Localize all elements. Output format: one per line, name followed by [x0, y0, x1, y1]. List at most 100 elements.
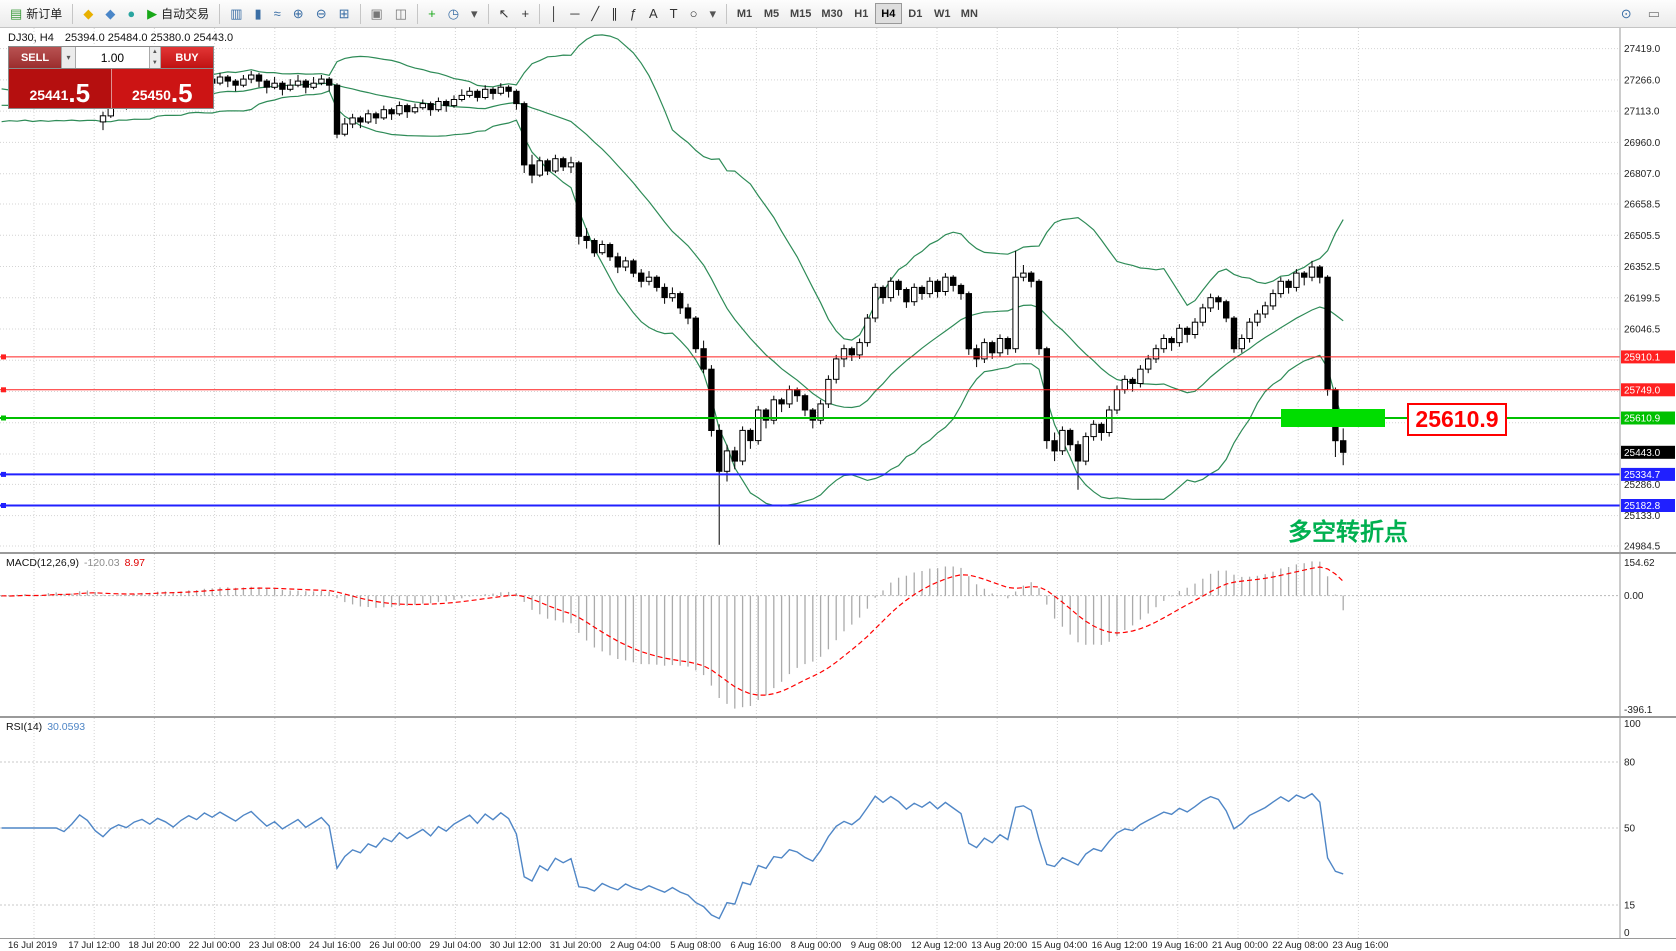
zoom-out-button[interactable]: ⊖ — [310, 2, 333, 25]
vertical-line-button[interactable]: │ — [544, 2, 564, 25]
data-window-icon: ◆ — [105, 6, 116, 21]
x-axis-label: 15 Aug 04:00 — [1031, 940, 1088, 951]
timeframe-mn-button[interactable]: MN — [956, 3, 983, 24]
bar-chart-icon: ▥ — [230, 6, 243, 21]
level-handle[interactable] — [1, 354, 6, 360]
buy-button[interactable]: BUY — [161, 47, 213, 68]
buy-price-main: 25450 — [131, 86, 171, 103]
macd-canvas[interactable]: 154.62 0.00 -396.1 — [0, 554, 1676, 716]
text-label-button[interactable]: T — [664, 2, 684, 25]
chart-bars-button[interactable]: ▥ — [224, 2, 248, 25]
x-axis-label: 2 Aug 04:00 — [610, 940, 661, 951]
y-axis-label: 26658.5 — [1624, 200, 1661, 211]
volume-input[interactable] — [76, 47, 149, 68]
current-price-tag — [1621, 445, 1675, 459]
buy-price[interactable]: 25450.5 — [111, 69, 213, 108]
rsi-name: RSI(14) — [6, 721, 43, 733]
level-handle[interactable] — [1, 503, 6, 508]
toolbar-separator — [725, 3, 727, 24]
chart-panel-button[interactable]: ▭ — [1642, 2, 1666, 25]
cascade-windows-button[interactable]: ◫ — [389, 2, 413, 25]
trendline-button[interactable]: ╱ — [585, 2, 605, 25]
y-axis-label: 25286.0 — [1624, 480, 1661, 491]
price-callout-box[interactable] — [1407, 403, 1507, 436]
rsi-canvas[interactable]: 100 80 50 15 0 — [0, 718, 1676, 938]
level-handle[interactable] — [1, 415, 6, 421]
macd-name: MACD(12,26,9) — [6, 557, 79, 569]
symbol-period-label: DJ30, H4 — [8, 32, 54, 44]
autotrading-button[interactable]: ▶ 自动交易 — [141, 2, 215, 25]
x-axis-label: 30 Jul 12:00 — [489, 940, 542, 951]
zoom-in-button[interactable]: ⊕ — [287, 2, 310, 25]
cursor-button[interactable]: ↖ — [493, 2, 516, 25]
timeframe-d1-button[interactable]: D1 — [902, 3, 929, 24]
x-axis-label: 23 Aug 16:00 — [1332, 940, 1389, 951]
autotrading-play-icon: ▶ — [147, 6, 158, 21]
indicators-plus-icon: + — [428, 6, 436, 21]
sell-button[interactable]: SELL — [9, 47, 61, 68]
text-icon: A — [648, 6, 658, 21]
timeframe-w1-button[interactable]: W1 — [929, 3, 956, 24]
x-axis-label: 22 Aug 08:00 — [1272, 940, 1329, 951]
timeframe-h4-button[interactable]: H4 — [874, 3, 902, 24]
volume-increase-button[interactable]: ▲ — [148, 47, 160, 58]
y-axis-label: 26505.5 — [1624, 231, 1661, 242]
volume-decrease-button[interactable]: ▼ — [148, 57, 160, 68]
horizontal-line-button[interactable]: ─ — [564, 2, 585, 25]
toolbar-right-icons: ⊙ ▭ — [1615, 2, 1672, 25]
level-handle[interactable] — [1, 471, 6, 477]
timeframe-m30-button[interactable]: M30 — [816, 3, 847, 24]
time-axis[interactable]: 16 Jul 2019 17 Jul 12:00 18 Jul 20:00 22 Ju… — [0, 938, 1676, 951]
timeframe-h1-button[interactable]: H1 — [848, 3, 875, 24]
sell-price-main: 25441 — [29, 86, 69, 103]
timeframe-m5-button[interactable]: M5 — [758, 3, 785, 24]
chart-candles-button[interactable]: ▮ — [248, 2, 267, 25]
highlight-box[interactable] — [1281, 409, 1385, 427]
x-axis-label: 21 Aug 00:00 — [1212, 940, 1268, 951]
one-click-trading-panel: SELL ▾ ▲ ▼ BUY 25441.5 25450 — [8, 46, 214, 109]
shapes-icon: ○ — [689, 6, 698, 21]
periods-button[interactable]: ◷ — [442, 2, 465, 25]
zoom-out-icon: ⊖ — [315, 6, 327, 21]
panel-separator[interactable] — [0, 552, 1676, 554]
fibonacci-button[interactable]: ƒ — [624, 2, 643, 25]
level-handle[interactable] — [1, 387, 6, 393]
text-button[interactable]: A — [643, 2, 664, 25]
chart-note-text[interactable]: 多空转折点 — [1288, 518, 1408, 546]
macd-scale-min: -396.1 — [1624, 705, 1653, 716]
panel-separator[interactable] — [0, 716, 1676, 718]
cascade-windows-icon: ◫ — [394, 6, 408, 21]
sell-price[interactable]: 25441.5 — [9, 69, 112, 108]
community-button[interactable]: ● — [121, 2, 141, 25]
timeframe-m15-button[interactable]: M15 — [785, 3, 816, 24]
channel-button[interactable]: ∥ — [605, 2, 624, 25]
new-order-icon: ▤ — [10, 6, 23, 21]
y-axis-label: 25133.0 — [1624, 511, 1661, 522]
shapes-button[interactable]: ○ — [684, 2, 704, 25]
price-callout-text: 25610.9 — [1415, 406, 1498, 432]
level-price-tag — [1621, 350, 1675, 364]
x-axis-label: 6 Aug 16:00 — [730, 940, 782, 951]
main-chart-canvas[interactable]: 25610.9 多空转折点 27419.0 27266.0 27113.0 26960.0… — [0, 28, 1676, 552]
level-price-label: 25610.9 — [1624, 414, 1661, 425]
new-order-button[interactable]: ▤ 新订单 — [4, 2, 68, 25]
toolbar: ▤ 新订单 ◆ ◆ ● ▶ 自动交易 ▥ ▮ ≈ ⊕ ⊖ ⊞ ▣ ◫ + ◷ ▾ ↖ + │ ─ ╱ ∥ ƒ A T ○ ▾ M1 M5 M… — [0, 0, 1676, 28]
tile-windows-button[interactable]: ▣ — [365, 2, 389, 25]
x-axis-label: 26 Jul 00:00 — [369, 940, 421, 951]
trendline-icon: ╱ — [591, 6, 600, 21]
globe-icon: ● — [127, 6, 136, 21]
order-type-dropdown[interactable]: ▾ — [61, 47, 75, 68]
x-axis-label: 16 Jul 2019 — [8, 940, 58, 951]
level-price-label: 25182.8 — [1624, 501, 1661, 512]
crosshair-button[interactable]: + — [515, 2, 535, 25]
x-axis-label: 18 Jul 20:00 — [128, 940, 181, 951]
chart-line-button[interactable]: ≈ — [268, 2, 287, 25]
timeframe-m1-button[interactable]: M1 — [731, 3, 758, 24]
indicators-button[interactable]: + — [422, 2, 442, 25]
market-watch-button[interactable]: ◆ — [77, 2, 99, 25]
data-window-button[interactable]: ◆ — [99, 2, 121, 25]
auto-scroll-button[interactable]: ⊞ — [333, 2, 356, 25]
shapes-more-button[interactable]: ▾ — [703, 2, 722, 25]
templates-button[interactable]: ▾ — [465, 2, 484, 25]
search-button[interactable]: ⊙ — [1615, 2, 1638, 25]
